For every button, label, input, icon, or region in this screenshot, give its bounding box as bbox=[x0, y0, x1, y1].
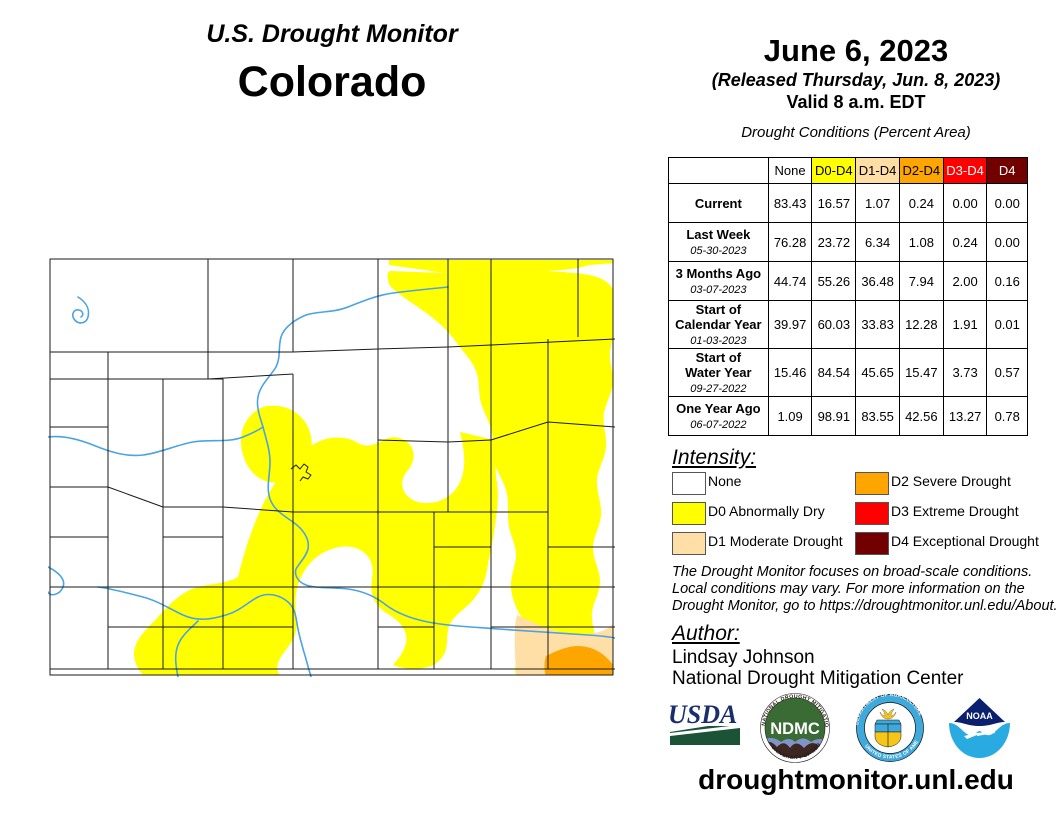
svg-text:NDMC: NDMC bbox=[770, 720, 820, 738]
svg-text:USDA: USDA bbox=[670, 700, 737, 729]
svg-text:NOAA: NOAA bbox=[966, 711, 993, 721]
